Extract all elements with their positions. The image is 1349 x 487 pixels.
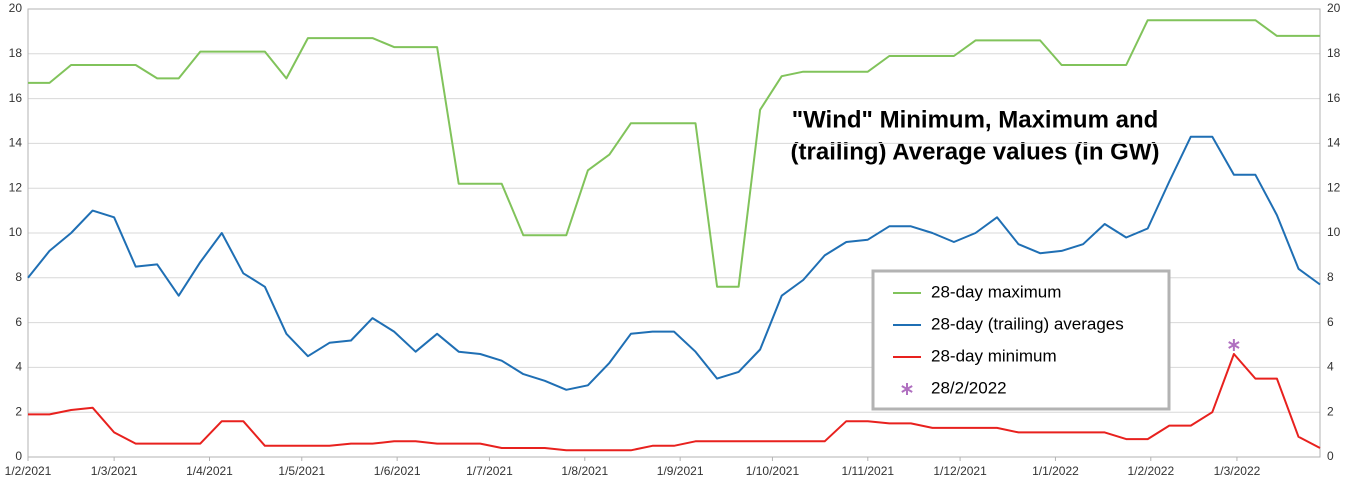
y-tick-label: 16 — [9, 91, 23, 105]
y2-tick-label: 4 — [1327, 360, 1334, 374]
y-tick-label: 6 — [15, 315, 22, 329]
x-tick-label: 1/1/2022 — [1032, 464, 1079, 478]
chart-title: "Wind" Minimum, Maximum and — [792, 106, 1159, 133]
y-tick-label: 10 — [9, 225, 23, 239]
x-tick-label: 1/3/2022 — [1214, 464, 1261, 478]
x-tick-label: 1/2/2022 — [1127, 464, 1174, 478]
y-tick-label: 4 — [15, 360, 22, 374]
x-tick-label: 1/4/2021 — [186, 464, 233, 478]
x-tick-label: 1/2/2021 — [5, 464, 52, 478]
y-tick-label: 0 — [15, 449, 22, 463]
legend-box — [871, 269, 1171, 411]
legend-label: 28-day minimum — [931, 346, 1057, 365]
x-tick-label: 1/10/2021 — [746, 464, 800, 478]
y2-tick-label: 12 — [1327, 180, 1341, 194]
x-tick-label: 1/8/2021 — [561, 464, 608, 478]
y2-tick-label: 18 — [1327, 46, 1341, 60]
y-tick-label: 2 — [15, 404, 22, 418]
x-tick-label: 1/3/2021 — [91, 464, 138, 478]
y2-tick-label: 20 — [1327, 1, 1341, 15]
y-tick-label: 14 — [9, 136, 23, 150]
series-line — [28, 353, 1321, 452]
legend-label: 28-day maximum — [931, 282, 1061, 301]
data-marker — [1228, 339, 1240, 351]
legend-marker — [901, 383, 913, 395]
x-tick-label: 1/9/2021 — [657, 464, 704, 478]
x-tick-label: 1/7/2021 — [466, 464, 513, 478]
y-tick-label: 20 — [9, 1, 23, 15]
x-tick-label: 1/6/2021 — [374, 464, 421, 478]
x-tick-label: 1/12/2021 — [933, 464, 987, 478]
legend: 28-day maximum 28-day (trailing) averages… — [871, 269, 1171, 411]
y-tick-label: 8 — [15, 270, 22, 284]
x-tick-label: 1/5/2021 — [278, 464, 325, 478]
series-line — [27, 135, 1321, 391]
legend-label: 28/2/2022 — [931, 378, 1007, 397]
y2-tick-label: 6 — [1327, 315, 1334, 329]
y-tick-label: 12 — [9, 180, 23, 194]
y2-tick-label: 8 — [1327, 270, 1334, 284]
x-tick-label: 1/11/2021 — [842, 464, 895, 478]
y-tick-label: 18 — [9, 46, 23, 60]
y2-tick-label: 14 — [1327, 136, 1341, 150]
series-line — [28, 19, 1320, 288]
plot-frame — [27, 8, 1321, 458]
y2-tick-label: 16 — [1327, 91, 1341, 105]
y2-tick-label: 2 — [1327, 404, 1334, 418]
y2-tick-label: 10 — [1327, 225, 1341, 239]
chart-title: (trailing) Average values (in GW) — [791, 138, 1160, 165]
y2-tick-label: 0 — [1327, 449, 1334, 463]
legend-label: 28-day (trailing) averages — [931, 314, 1124, 333]
